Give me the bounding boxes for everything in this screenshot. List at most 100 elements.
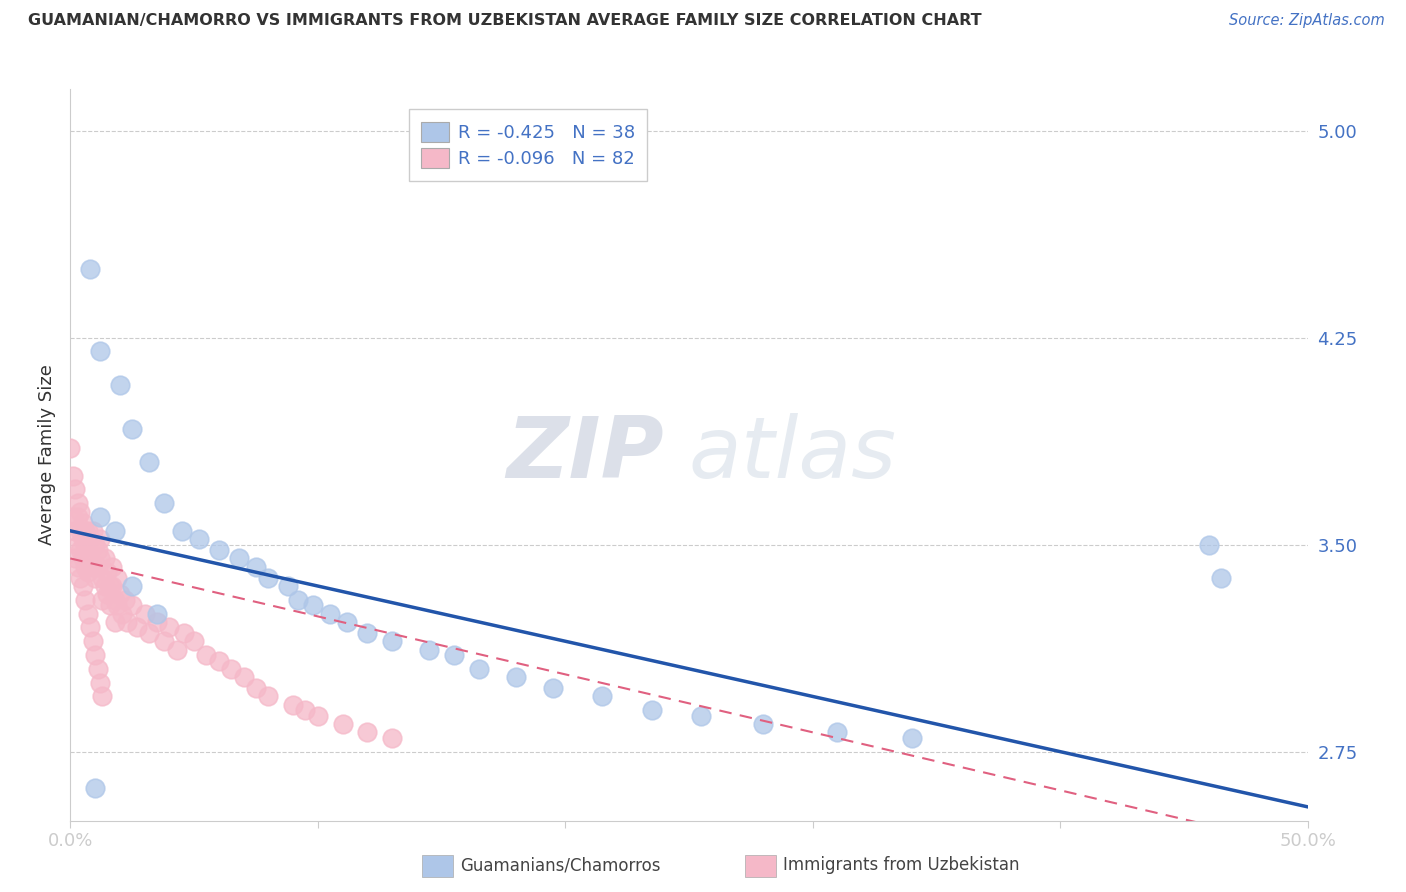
Point: [138, 626, 160, 640]
Point: [173, 626, 195, 640]
Point: [76, 607, 98, 621]
Point: [752, 717, 775, 731]
Point: [75, 559, 97, 574]
Point: [356, 725, 378, 739]
Text: Source: ZipAtlas.com: Source: ZipAtlas.com: [1229, 13, 1385, 29]
Point: [541, 681, 564, 695]
Point: [98, 599, 121, 613]
Point: [79, 532, 101, 546]
Text: atlas: atlas: [689, 413, 897, 497]
Point: [281, 698, 304, 712]
Point: [75, 592, 97, 607]
Point: [84, 538, 107, 552]
Point: [121, 579, 143, 593]
Point: [228, 551, 250, 566]
Point: [208, 654, 231, 668]
Text: Immigrants from Uzbekistan: Immigrants from Uzbekistan: [783, 856, 1019, 874]
Point: [115, 615, 138, 629]
Point: [72, 532, 94, 546]
Point: [134, 607, 156, 621]
Point: [79, 620, 101, 634]
Point: [62, 510, 84, 524]
Text: ZIP: ZIP: [506, 413, 664, 497]
Point: [294, 703, 316, 717]
Point: [66, 559, 89, 574]
Point: [245, 681, 267, 695]
Legend: R = -0.425   N = 38, R = -0.096   N = 82: R = -0.425 N = 38, R = -0.096 N = 82: [409, 109, 647, 180]
Point: [66, 538, 89, 552]
Point: [170, 524, 193, 538]
Point: [94, 579, 117, 593]
Point: [105, 599, 128, 613]
Point: [336, 615, 359, 629]
Point: [69, 504, 91, 518]
Point: [101, 559, 124, 574]
Point: [232, 670, 254, 684]
Point: [108, 377, 131, 392]
Point: [183, 634, 205, 648]
Point: [89, 675, 111, 690]
Point: [467, 662, 489, 676]
Point: [69, 524, 91, 538]
Point: [72, 551, 94, 566]
Point: [72, 579, 94, 593]
Point: [79, 551, 101, 566]
Point: [257, 571, 280, 585]
Point: [89, 551, 111, 566]
Point: [82, 524, 104, 538]
Point: [307, 708, 329, 723]
Point: [76, 543, 98, 558]
Point: [75, 524, 97, 538]
Point: [418, 642, 440, 657]
Point: [62, 468, 84, 483]
Point: [84, 780, 107, 795]
Point: [138, 455, 160, 469]
Point: [153, 496, 176, 510]
Point: [79, 261, 101, 276]
Point: [96, 587, 118, 601]
Point: [505, 670, 527, 684]
Point: [76, 566, 98, 580]
Point: [69, 571, 91, 585]
Point: [66, 496, 89, 510]
Y-axis label: Average Family Size: Average Family Size: [38, 365, 56, 545]
Point: [188, 532, 211, 546]
Point: [91, 592, 114, 607]
Point: [65, 483, 87, 497]
Point: [98, 579, 121, 593]
Point: [157, 620, 180, 634]
Point: [59, 441, 82, 455]
Point: [166, 642, 188, 657]
Point: [89, 532, 111, 546]
Point: [84, 571, 107, 585]
Point: [257, 690, 280, 704]
Point: [301, 599, 323, 613]
Point: [381, 634, 404, 648]
Point: [65, 524, 87, 538]
Point: [91, 690, 114, 704]
Point: [690, 708, 713, 723]
Point: [82, 634, 104, 648]
Point: [75, 538, 97, 552]
Text: Guamanians/Chamorros: Guamanians/Chamorros: [460, 856, 661, 874]
Point: [127, 620, 149, 634]
Point: [443, 648, 465, 662]
Point: [108, 587, 131, 601]
Point: [86, 559, 108, 574]
Point: [82, 559, 104, 574]
Point: [89, 344, 111, 359]
Point: [65, 551, 87, 566]
Point: [84, 648, 107, 662]
Point: [146, 607, 169, 621]
Point: [114, 592, 136, 607]
Point: [1173, 847, 1195, 861]
Point: [591, 690, 613, 704]
Point: [66, 510, 89, 524]
Point: [641, 703, 664, 717]
Point: [111, 607, 134, 621]
Point: [319, 607, 342, 621]
Point: [69, 543, 91, 558]
Point: [94, 551, 117, 566]
Point: [101, 579, 124, 593]
Point: [146, 615, 169, 629]
